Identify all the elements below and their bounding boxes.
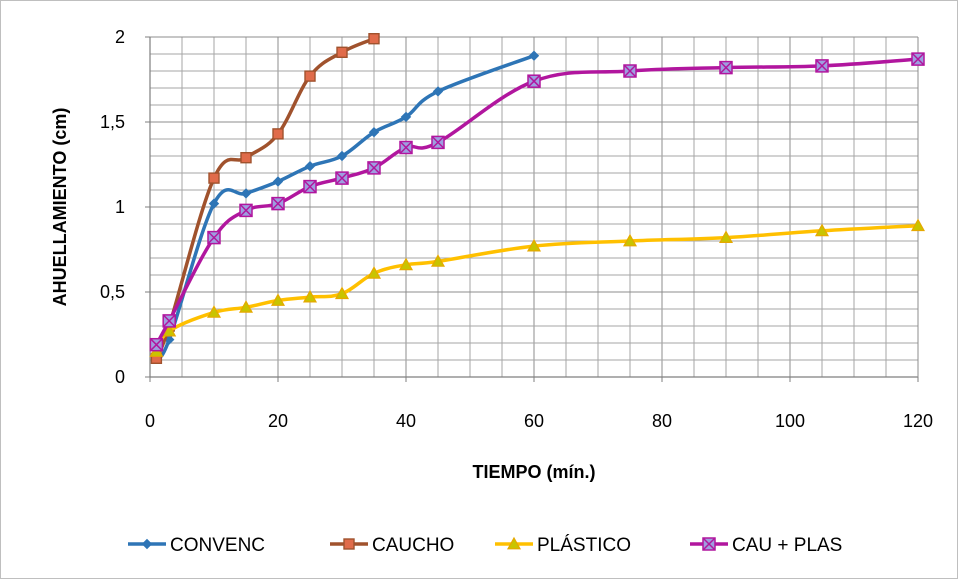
legend-item: CAUCHO — [330, 535, 454, 556]
y-tick-labels: 0 0,5 1 1,5 2 — [100, 27, 125, 387]
data-point — [911, 52, 925, 66]
data-point — [367, 161, 381, 175]
data-point — [208, 172, 220, 184]
marker-cross — [399, 140, 413, 155]
legend-label: CAU + PLAS — [732, 535, 842, 556]
series-convenc — [151, 50, 540, 362]
data-point — [208, 198, 220, 209]
marker-cross — [623, 64, 637, 78]
x-axis-title: TIEMPO (mín.) — [473, 462, 596, 482]
marker-cross — [207, 231, 221, 245]
series-cau-plas — [149, 52, 925, 352]
data-point — [400, 111, 412, 123]
data-point — [526, 238, 542, 252]
marker-cross — [719, 61, 733, 75]
data-point — [149, 337, 164, 352]
y-tick-label: 2 — [115, 27, 125, 47]
data-point — [430, 254, 446, 267]
data-point — [622, 233, 638, 247]
marker-cross — [911, 52, 925, 66]
data-point — [432, 86, 444, 97]
data-point — [334, 286, 350, 300]
data-point — [303, 179, 317, 194]
legend-label: PLÁSTICO — [537, 535, 631, 556]
x-tick-labels: 0 20 40 60 80 100 120 — [145, 411, 933, 431]
series-caucho — [150, 33, 380, 364]
marker-cross — [431, 135, 445, 149]
data-point — [162, 314, 176, 328]
legend-marker — [141, 538, 153, 550]
data-point — [399, 140, 413, 155]
marker-cross — [239, 203, 253, 217]
data-point — [368, 33, 380, 45]
data-point — [527, 74, 541, 88]
marker-cross — [303, 180, 317, 194]
series-line — [154, 36, 376, 361]
y-axis-title: AHUELLAMIENTO (cm) — [50, 108, 70, 307]
x-tick-label: 40 — [396, 411, 416, 431]
data-point — [815, 59, 829, 73]
data-point — [272, 176, 284, 187]
series-group — [149, 33, 926, 364]
data-point — [271, 196, 285, 211]
data-point — [304, 70, 316, 82]
y-tick-label: 0,5 — [100, 282, 125, 302]
legend-label: CAUCHO — [372, 535, 454, 556]
data-point — [206, 305, 222, 318]
data-point — [270, 293, 286, 306]
y-tick-label: 1 — [115, 197, 125, 217]
data-point — [240, 188, 252, 199]
marker-cross — [149, 338, 163, 352]
x-tick-label: 60 — [524, 411, 544, 431]
data-point — [623, 64, 637, 78]
legend: CONVENC CAUCHO PLÁSTICO CAU + PLAS — [128, 535, 842, 556]
legend-marker — [506, 536, 522, 550]
data-point — [366, 266, 382, 279]
series-line — [154, 223, 920, 354]
data-point — [910, 218, 926, 232]
x-tick-label: 0 — [145, 411, 155, 431]
legend-label: CONVENC — [170, 535, 265, 556]
data-point — [335, 171, 349, 185]
data-point — [431, 135, 445, 150]
data-point — [302, 289, 318, 303]
marker-cross — [815, 59, 829, 73]
marker-cross — [367, 161, 381, 175]
marker-cross — [335, 171, 349, 185]
data-point — [336, 46, 348, 58]
data-point — [814, 223, 830, 237]
data-point — [240, 151, 252, 164]
axes — [145, 36, 919, 382]
data-point — [719, 60, 733, 75]
data-point — [718, 230, 734, 243]
marker-cross — [271, 197, 285, 211]
marker-cross — [527, 74, 541, 88]
x-tick-label: 20 — [268, 411, 288, 431]
x-tick-label: 100 — [775, 411, 805, 431]
data-point — [528, 50, 540, 61]
legend-item: CONVENC — [128, 535, 265, 556]
x-tick-label: 80 — [652, 411, 672, 431]
y-tick-label: 1,5 — [100, 112, 125, 132]
legend-item: CAU + PLAS — [690, 535, 842, 556]
data-point — [398, 257, 414, 271]
y-tick-label: 0 — [115, 367, 125, 387]
marker-cross — [162, 314, 176, 328]
x-tick-label: 120 — [903, 411, 933, 431]
legend-item: PLÁSTICO — [495, 535, 631, 556]
legend-marker — [343, 538, 355, 550]
data-point — [239, 203, 253, 218]
data-point — [368, 126, 380, 138]
data-point — [272, 128, 284, 140]
legend-marker — [702, 537, 716, 551]
data-point — [207, 230, 221, 245]
data-point — [336, 150, 348, 162]
marker-cross — [702, 537, 716, 551]
data-point — [238, 300, 254, 313]
data-point — [304, 160, 316, 172]
data-point — [162, 323, 177, 337]
series-pl-stico — [149, 218, 926, 357]
